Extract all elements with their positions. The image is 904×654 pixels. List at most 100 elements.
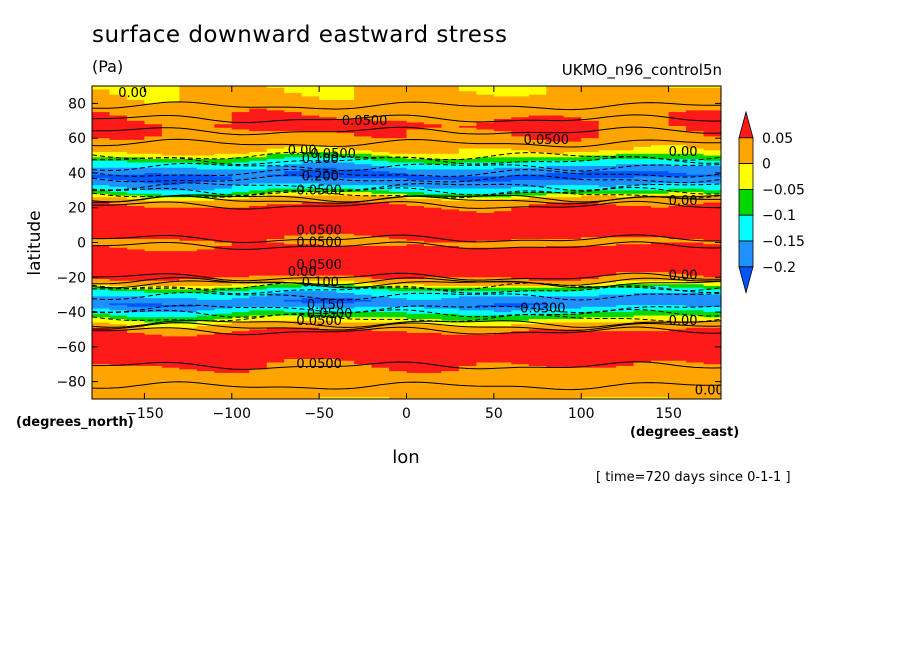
contour-cell xyxy=(651,232,670,235)
contour-cell xyxy=(179,254,198,258)
contour-cell xyxy=(249,233,268,237)
contour-cell xyxy=(406,245,425,249)
contour-cell xyxy=(511,96,530,99)
contour-cell xyxy=(214,291,233,294)
contour-cell xyxy=(144,113,163,117)
contour-cell xyxy=(668,87,687,91)
contour-cell xyxy=(511,273,530,277)
contour-cell xyxy=(319,272,338,275)
contour-cell xyxy=(651,216,670,219)
contour-cell xyxy=(319,244,338,247)
contour-cell xyxy=(389,119,408,122)
contour-cell xyxy=(161,110,180,113)
contour-cell xyxy=(144,296,163,299)
contour-cell xyxy=(528,284,547,287)
contour-cell xyxy=(406,291,425,294)
contour-cell xyxy=(493,244,512,247)
contour-cell xyxy=(511,145,530,148)
contour-cell xyxy=(214,185,233,188)
contour-cell xyxy=(144,320,163,324)
contour-cell xyxy=(686,299,705,303)
contour-cell xyxy=(703,98,721,101)
contour-cell xyxy=(703,181,721,184)
contour-cell xyxy=(546,207,565,211)
contour-cell xyxy=(441,266,460,270)
contour-cell xyxy=(581,143,600,146)
contour-cell xyxy=(423,272,443,275)
contour-cell xyxy=(371,287,390,291)
contour-cell xyxy=(546,282,565,285)
contour-cell xyxy=(371,256,390,259)
contour-cell xyxy=(196,202,215,205)
contour-cell xyxy=(371,228,390,231)
contour-cell xyxy=(354,310,373,313)
contour-cell xyxy=(406,183,425,186)
contour-cell xyxy=(686,117,705,120)
contour-cell xyxy=(389,127,408,131)
contour-cell xyxy=(301,110,320,113)
contour-cell xyxy=(161,94,180,98)
contour-cell xyxy=(616,216,635,219)
contour-cell xyxy=(581,254,600,258)
contour-cell xyxy=(563,305,582,308)
contour-cell xyxy=(441,247,460,251)
contour-cell xyxy=(109,178,128,181)
contour-cell xyxy=(476,259,495,263)
contour-cell xyxy=(616,122,635,125)
contour-cell xyxy=(458,186,477,190)
contour-cell xyxy=(511,202,530,205)
contour-cell xyxy=(301,284,320,287)
contour-cell xyxy=(423,207,443,211)
contour-cell xyxy=(598,125,617,129)
contour-cell xyxy=(703,312,721,315)
contour-cell xyxy=(703,89,721,92)
contour-cell xyxy=(493,172,512,176)
contour-cell xyxy=(616,183,635,186)
contour-cell xyxy=(423,259,443,263)
contour-cell xyxy=(528,296,547,299)
contour-cell xyxy=(511,87,530,91)
contour-cell xyxy=(563,98,582,101)
contour-cell xyxy=(301,108,320,111)
contour-cell xyxy=(598,319,617,322)
contour-cell xyxy=(196,233,215,237)
contour-cell xyxy=(598,211,617,214)
contour-cell xyxy=(284,280,303,284)
contour-cell xyxy=(476,146,495,150)
contour-cell xyxy=(196,216,215,219)
contour-cell xyxy=(249,292,268,296)
contour-cell xyxy=(441,306,460,310)
contour-cell xyxy=(476,212,495,216)
contour-cell xyxy=(389,185,408,188)
contour-cell xyxy=(458,131,477,134)
contour-cell xyxy=(196,270,215,273)
contour-cell xyxy=(406,197,425,200)
contour-cell xyxy=(336,296,355,299)
contour-cell xyxy=(493,279,512,282)
contour-cell xyxy=(406,139,425,143)
contour-cell xyxy=(703,277,721,280)
contour-cell xyxy=(389,179,408,183)
contour-cell xyxy=(458,319,477,322)
contour-cell xyxy=(144,199,163,202)
contour-cell xyxy=(476,157,495,160)
contour-cell xyxy=(511,193,530,197)
contour-cell xyxy=(126,254,146,258)
contour-cell xyxy=(581,226,600,230)
contour-cell xyxy=(581,207,600,211)
contour-cell xyxy=(686,301,705,304)
contour-cell xyxy=(371,261,390,264)
contour-cell xyxy=(686,249,705,252)
contour-cell xyxy=(406,296,425,299)
contour-cell xyxy=(144,94,163,98)
contour-cell xyxy=(161,92,180,96)
contour-cell xyxy=(249,254,268,258)
contour-cell xyxy=(284,287,303,291)
contour-cell xyxy=(196,89,215,92)
contour-cell xyxy=(528,155,547,158)
contour-cell xyxy=(598,313,617,317)
contour-cell xyxy=(371,112,390,115)
contour-cell xyxy=(109,125,128,129)
contour-cell xyxy=(336,87,355,91)
contour-cell xyxy=(686,244,705,247)
